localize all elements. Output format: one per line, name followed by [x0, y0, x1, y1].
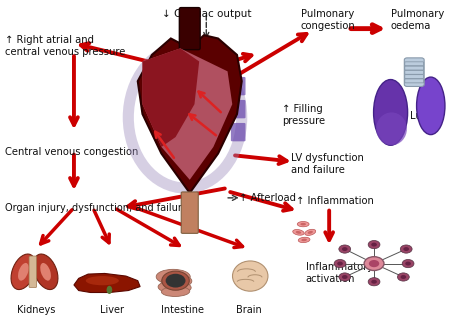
Ellipse shape: [297, 221, 309, 227]
Ellipse shape: [18, 263, 29, 280]
Ellipse shape: [339, 273, 351, 281]
FancyBboxPatch shape: [231, 100, 246, 118]
Ellipse shape: [364, 257, 384, 271]
Ellipse shape: [371, 280, 377, 284]
Ellipse shape: [308, 231, 313, 234]
Ellipse shape: [403, 247, 409, 251]
Text: Intestine: Intestine: [161, 305, 204, 315]
Ellipse shape: [376, 113, 407, 145]
Text: Pulmonary
oedema: Pulmonary oedema: [391, 9, 444, 30]
Ellipse shape: [11, 254, 36, 289]
Ellipse shape: [417, 77, 445, 135]
Ellipse shape: [337, 262, 343, 266]
Ellipse shape: [368, 278, 380, 286]
Ellipse shape: [33, 254, 58, 289]
Text: LV dysfunction
and failure: LV dysfunction and failure: [292, 153, 364, 175]
Ellipse shape: [342, 275, 347, 279]
Ellipse shape: [86, 276, 119, 285]
Ellipse shape: [301, 239, 307, 241]
Ellipse shape: [401, 275, 406, 279]
Polygon shape: [143, 48, 199, 147]
Ellipse shape: [400, 245, 412, 253]
Ellipse shape: [305, 229, 316, 235]
Ellipse shape: [161, 275, 192, 288]
Ellipse shape: [296, 231, 301, 234]
Ellipse shape: [402, 259, 414, 268]
Ellipse shape: [342, 247, 347, 251]
Text: ↑ Right atrial and
central venous pressure: ↑ Right atrial and central venous pressu…: [5, 35, 126, 57]
Text: ↑ Afterload: ↑ Afterload: [239, 193, 296, 203]
Text: Pulmonary
congestion: Pulmonary congestion: [301, 9, 356, 30]
Text: Inflammatory
activation: Inflammatory activation: [306, 262, 373, 283]
Polygon shape: [138, 35, 242, 193]
Polygon shape: [74, 274, 140, 292]
FancyBboxPatch shape: [179, 8, 200, 50]
Text: Kidneys: Kidneys: [17, 305, 55, 315]
Text: Lungs: Lungs: [410, 111, 439, 121]
Polygon shape: [143, 48, 232, 180]
Ellipse shape: [298, 237, 310, 243]
FancyBboxPatch shape: [404, 58, 424, 86]
Ellipse shape: [293, 230, 304, 235]
Ellipse shape: [405, 262, 411, 266]
Ellipse shape: [161, 286, 190, 296]
Ellipse shape: [339, 245, 351, 253]
Ellipse shape: [369, 260, 379, 267]
FancyBboxPatch shape: [181, 192, 198, 233]
Ellipse shape: [233, 261, 268, 291]
Text: ↓ Cardiac output: ↓ Cardiac output: [162, 9, 251, 19]
Ellipse shape: [368, 241, 380, 249]
FancyBboxPatch shape: [29, 256, 36, 287]
Text: Brain: Brain: [236, 305, 262, 315]
Text: Liver: Liver: [100, 305, 124, 315]
Text: ↑ Filling
pressure: ↑ Filling pressure: [282, 104, 325, 126]
Ellipse shape: [398, 273, 409, 281]
Ellipse shape: [301, 223, 306, 225]
FancyBboxPatch shape: [231, 77, 246, 95]
Ellipse shape: [156, 269, 190, 284]
Ellipse shape: [165, 274, 185, 287]
Text: Organ injury, dysfunction, and failure: Organ injury, dysfunction, and failure: [5, 203, 188, 213]
Ellipse shape: [334, 259, 346, 268]
Ellipse shape: [374, 80, 408, 145]
Ellipse shape: [371, 243, 377, 247]
Ellipse shape: [158, 281, 191, 293]
Ellipse shape: [107, 286, 112, 294]
Text: Central venous congestion: Central venous congestion: [5, 147, 139, 157]
Ellipse shape: [162, 271, 189, 290]
Ellipse shape: [40, 263, 51, 280]
Text: ↑ Inflammation: ↑ Inflammation: [296, 196, 374, 206]
FancyBboxPatch shape: [231, 123, 246, 141]
